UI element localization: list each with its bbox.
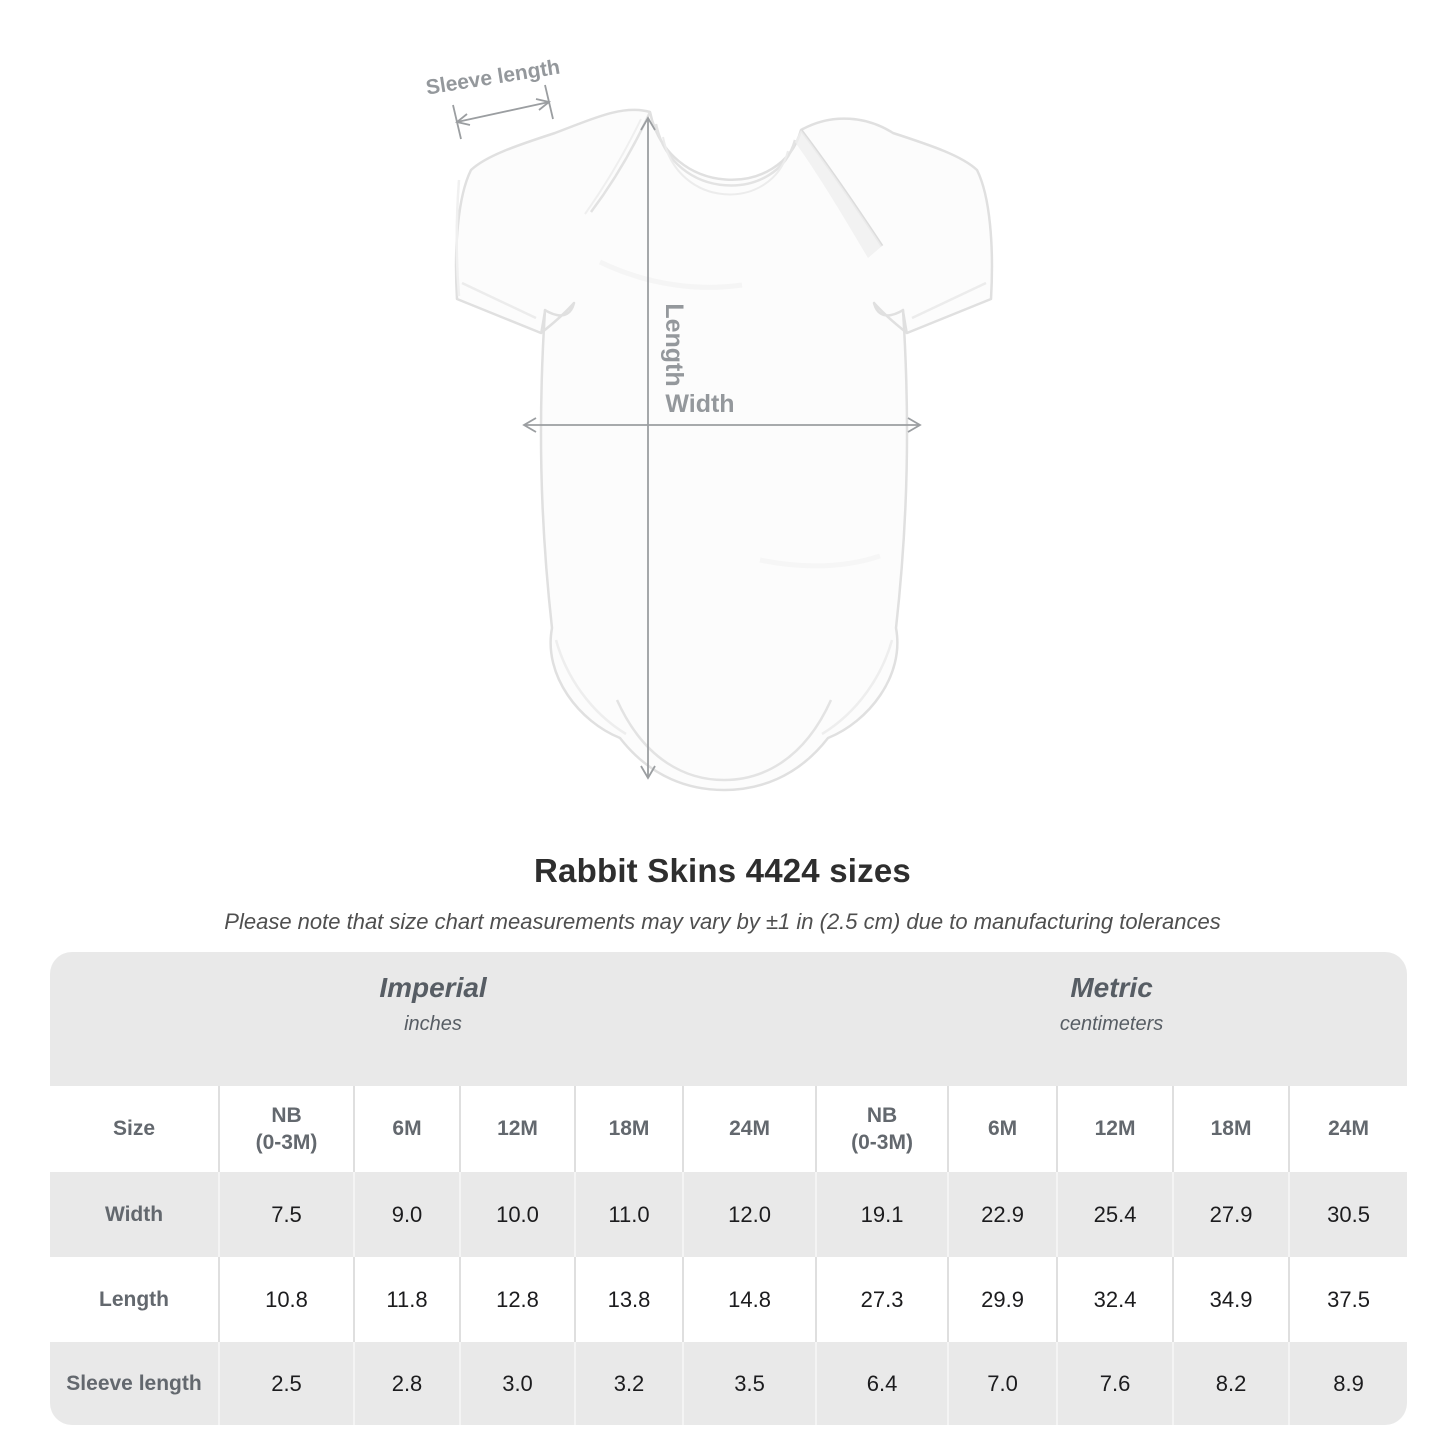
value-cell: 6.4: [815, 1342, 949, 1425]
size-header-cell: NB (0-3M): [815, 1086, 949, 1172]
value-cell: 2.5: [218, 1342, 354, 1425]
value-cell: 22.9: [947, 1172, 1058, 1257]
page-title: Rabbit Skins 4424 sizes: [534, 852, 911, 889]
size-header-cell: 12M: [1056, 1086, 1174, 1172]
value-cell: 9.0: [353, 1172, 460, 1257]
value-cell: 2.8: [353, 1342, 460, 1425]
row-label: Sleeve length: [66, 1371, 202, 1395]
size-column-header: Size: [112, 1117, 156, 1141]
value-cell: 3.0: [459, 1342, 575, 1425]
size-header-cell: NB (0-3M): [218, 1086, 354, 1172]
value-cell: 10.0: [459, 1172, 575, 1257]
size-table-container: Imperial inches Metric centimeters Size …: [50, 952, 1407, 1425]
value-cell: 7.5: [218, 1172, 354, 1257]
value-cell: 10.8: [218, 1257, 354, 1342]
value-cell: 27.3: [815, 1257, 949, 1342]
value-cell: 37.5: [1288, 1257, 1407, 1342]
metric-label: Metric: [1070, 972, 1153, 1003]
value-cell: 7.0: [947, 1342, 1058, 1425]
width-measure-line: [522, 417, 922, 433]
size-header-cell: 24M: [681, 1086, 817, 1172]
size-header-row: Size NB (0-3M) 6M 12M 18M 24M NB (0-3M) …: [50, 1086, 1407, 1172]
metric-group-header: Metric centimeters: [816, 952, 1407, 1086]
bodysuit-size-diagram: Length Width Sleeve length: [424, 56, 994, 792]
value-cell: 34.9: [1172, 1257, 1290, 1342]
size-table: Imperial inches Metric centimeters Size …: [50, 952, 1407, 1425]
sleeve-length-label: Sleeve length: [424, 56, 561, 100]
value-cell: 8.2: [1172, 1342, 1290, 1425]
value-cell: 25.4: [1056, 1172, 1174, 1257]
value-cell: 8.9: [1288, 1342, 1407, 1425]
sleeve-measure-line: [452, 84, 554, 140]
length-label: Length: [660, 303, 688, 386]
row-label: Length: [99, 1287, 169, 1311]
value-cell: 14.8: [681, 1257, 817, 1342]
value-cell: 11.8: [353, 1257, 460, 1342]
value-cell: 19.1: [815, 1172, 949, 1257]
value-cell: 12.0: [681, 1172, 817, 1257]
size-header-cell: 18M: [1172, 1086, 1290, 1172]
size-header-cell: 18M: [574, 1086, 683, 1172]
width-label: Width: [665, 390, 734, 418]
row-label: Width: [104, 1202, 164, 1226]
value-cell: 13.8: [574, 1257, 683, 1342]
table-row-width: Width 7.5 9.0 10.0 11.0 12.0 19.1 22.9 2…: [50, 1172, 1407, 1257]
bodysuit-illustration: [454, 108, 994, 792]
imperial-group-header: Imperial inches: [50, 952, 817, 1086]
value-cell: 32.4: [1056, 1257, 1174, 1342]
value-cell: 3.2: [574, 1342, 683, 1425]
unit-group-row: Imperial inches Metric centimeters: [50, 952, 1407, 1086]
tolerance-note: Please note that size chart measurements…: [224, 909, 1221, 934]
size-header-cell: 24M: [1288, 1086, 1407, 1172]
imperial-label: Imperial: [379, 972, 487, 1003]
value-cell: 7.6: [1056, 1342, 1174, 1425]
length-measure-line: [640, 116, 656, 780]
value-cell: 27.9: [1172, 1172, 1290, 1257]
value-cell: 29.9: [947, 1257, 1058, 1342]
value-cell: 30.5: [1288, 1172, 1407, 1257]
metric-units: centimeters: [1059, 1013, 1164, 1035]
table-row-sleeve-length: Sleeve length 2.5 2.8 3.0 3.2 3.5 6.4 7.…: [50, 1342, 1407, 1425]
size-header-cell: 12M: [459, 1086, 575, 1172]
table-row-length: Length 10.8 11.8 12.8 13.8 14.8 27.3 29.…: [50, 1257, 1407, 1342]
value-cell: 11.0: [574, 1172, 683, 1257]
size-header-cell: 6M: [947, 1086, 1058, 1172]
size-header-cell: 6M: [353, 1086, 460, 1172]
value-cell: 12.8: [459, 1257, 575, 1342]
imperial-units: inches: [404, 1013, 462, 1035]
value-cell: 3.5: [681, 1342, 817, 1425]
